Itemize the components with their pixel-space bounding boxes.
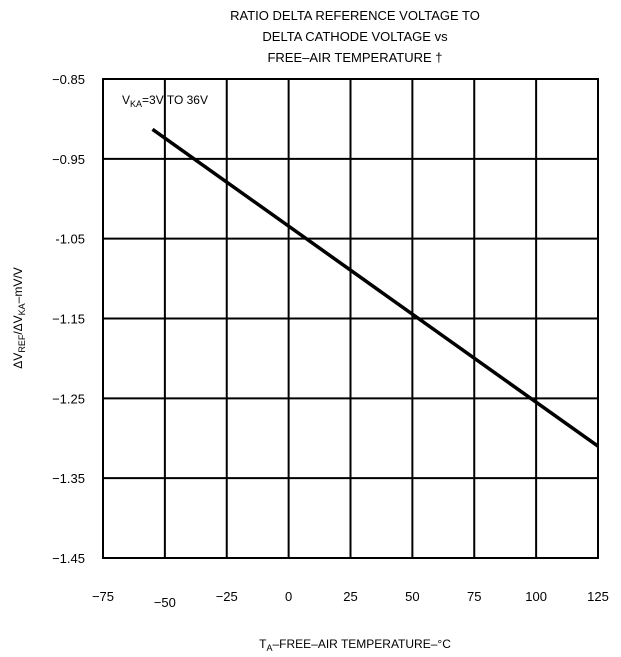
chart-title-line-2: DELTA CATHODE VOLTAGE vs (262, 29, 448, 44)
x-tick-label-0: −75 (92, 589, 114, 604)
x-tick-label-6: 75 (467, 589, 481, 604)
y-tick-label-4: −1.25 (52, 391, 85, 406)
y-axis-label: ΔVREF/ΔVKA–mV/V (11, 267, 27, 368)
chart-title-line-1: RATIO DELTA REFERENCE VOLTAGE TO (230, 8, 480, 23)
chart-title-line-3: FREE–AIR TEMPERATURE † (267, 50, 442, 65)
x-tick-label-5: 50 (405, 589, 419, 604)
x-tick-label-2: −25 (216, 589, 238, 604)
plot-frame (102, 78, 599, 559)
x-tick-label-4: 25 (343, 589, 357, 604)
x-tick-label-8: 125 (587, 589, 609, 604)
y-tick-label-6: −1.45 (52, 551, 85, 566)
series-line-0 (151, 127, 600, 448)
x-tick-label-1: −50 (154, 595, 176, 610)
chart-title: RATIO DELTA REFERENCE VOLTAGE TO DELTA C… (230, 8, 480, 65)
series-group (151, 127, 600, 448)
y-tick-label-3: −1.15 (52, 312, 85, 327)
annotation-vka-range: VKA=3V TO 36V (122, 93, 208, 109)
x-tick-labels: −75 −50 −25 0 25 50 75 100 125 (92, 589, 609, 610)
y-tick-label-5: −1.35 (52, 471, 85, 486)
x-axis-label: TA–FREE–AIR TEMPERATURE–°C (259, 637, 451, 653)
y-tick-label-1: −0.95 (52, 152, 85, 167)
y-tick-labels: −0.85 −0.95 -1.05 −1.15 −1.25 −1.35 −1.45 (52, 72, 85, 566)
y-tick-label-2: -1.05 (55, 232, 85, 247)
x-tick-label-3: 0 (285, 589, 292, 604)
grid-lines (103, 79, 598, 558)
x-tick-label-7: 100 (525, 589, 547, 604)
y-tick-label-0: −0.85 (52, 72, 85, 87)
